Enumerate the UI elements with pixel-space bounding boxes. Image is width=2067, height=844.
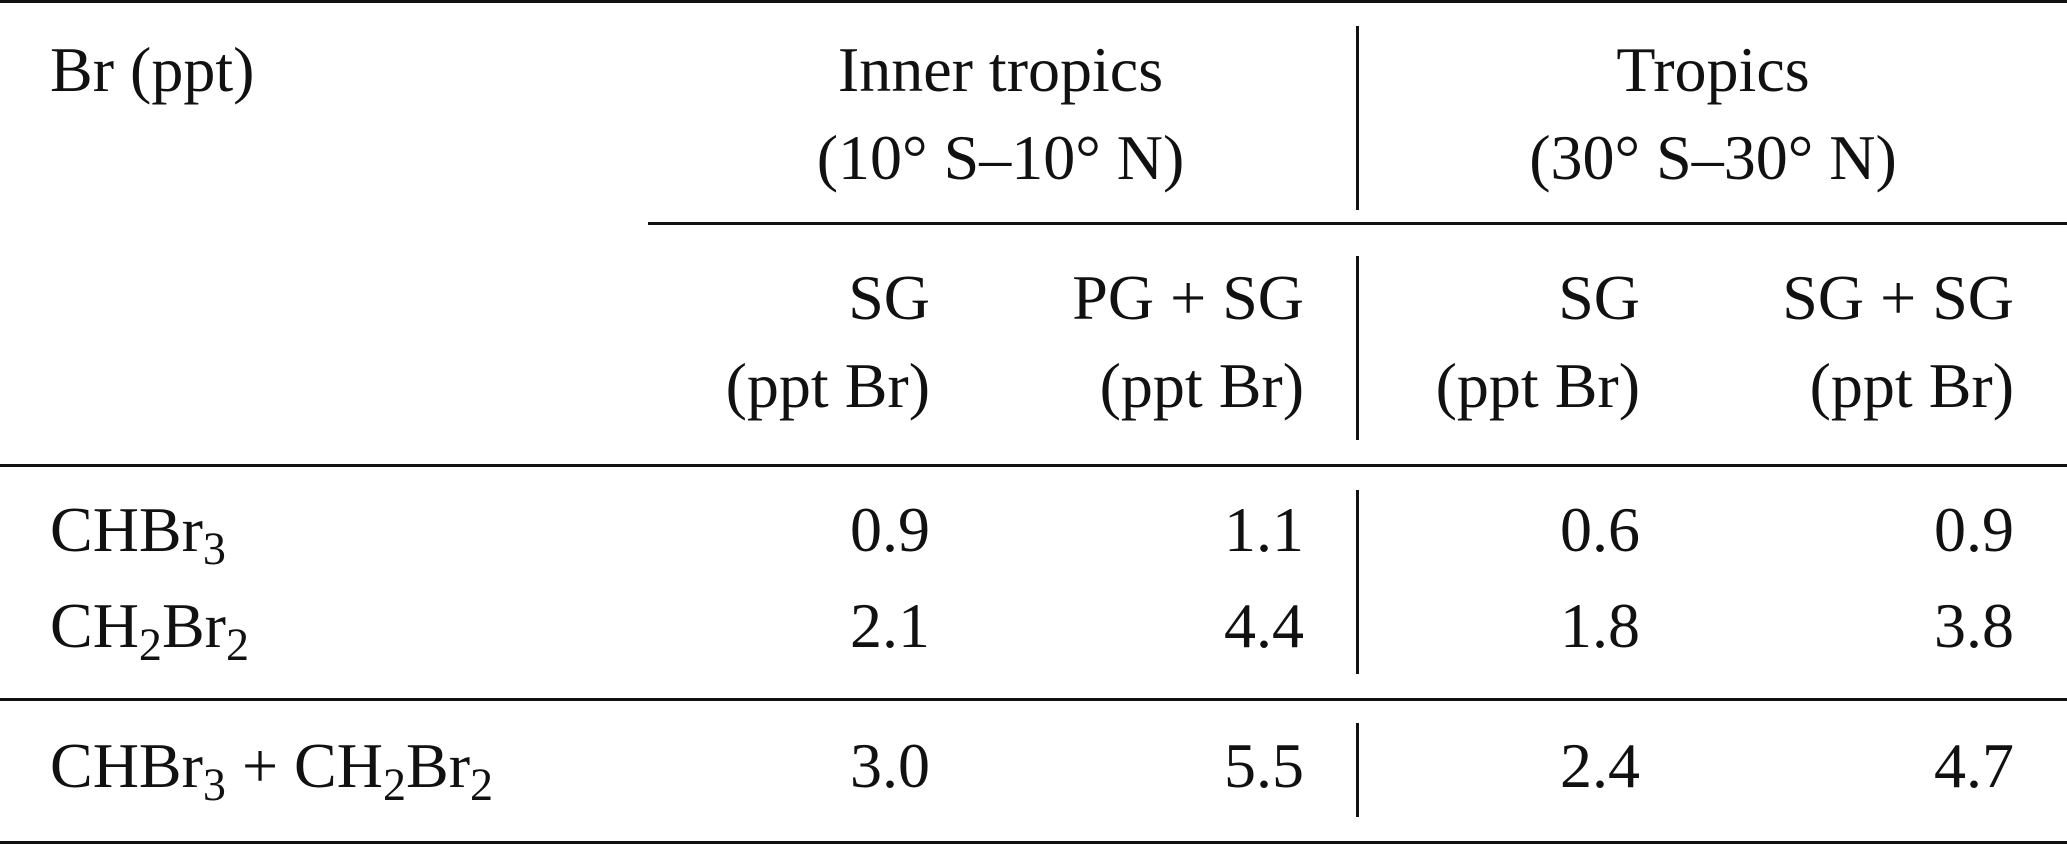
group-divider-subheader bbox=[1356, 256, 1359, 440]
cell-ch2br2-tropics-sg-sg: 3.8 bbox=[1934, 590, 2014, 661]
cell-chbr3-tropics-sg: 0.6 bbox=[1560, 494, 1640, 565]
bottom-rule bbox=[0, 841, 2067, 844]
group-range-inner-tropics: (10° S–10° N) bbox=[816, 122, 1185, 193]
cell-ch2br2-tropics-sg: 1.8 bbox=[1560, 590, 1640, 661]
group-divider-total bbox=[1356, 723, 1359, 817]
col-header-tropics-sg: SG bbox=[1558, 262, 1640, 333]
group-underline bbox=[648, 222, 2067, 225]
cell-chbr3-inner-pg-sg: 1.1 bbox=[1224, 494, 1304, 565]
row-label-ch2br2: CH2Br2 bbox=[50, 590, 249, 670]
col-unit-tropics-sg-sg: (ppt Br) bbox=[1809, 350, 2014, 421]
col-header-tropics-sg-sg: SG + SG bbox=[1782, 262, 2014, 333]
stub-header: Br (ppt) bbox=[50, 34, 255, 105]
col-unit-inner-pg-sg: (ppt Br) bbox=[1099, 350, 1304, 421]
cell-ch2br2-inner-sg: 2.1 bbox=[850, 590, 930, 661]
col-header-inner-sg: SG bbox=[848, 262, 930, 333]
col-unit-tropics-sg: (ppt Br) bbox=[1435, 350, 1640, 421]
group-range-tropics: (30° S–30° N) bbox=[1529, 122, 1897, 193]
cell-total-tropics-sg-sg: 4.7 bbox=[1934, 730, 2014, 801]
cell-total-inner-sg: 3.0 bbox=[850, 730, 930, 801]
cell-ch2br2-inner-pg-sg: 4.4 bbox=[1224, 590, 1304, 661]
header-bottom-rule bbox=[0, 464, 2067, 467]
group-title-inner-tropics: Inner tropics bbox=[837, 34, 1164, 105]
col-unit-inner-sg: (ppt Br) bbox=[725, 350, 930, 421]
row-label-chbr3: CHBr3 bbox=[50, 494, 226, 574]
col-header-inner-pg-sg: PG + SG bbox=[1072, 262, 1304, 333]
cell-chbr3-inner-sg: 0.9 bbox=[850, 494, 930, 565]
group-divider-header bbox=[1356, 26, 1359, 210]
row-label-total: CHBr3 + CH2Br2 bbox=[50, 730, 494, 810]
cell-total-inner-pg-sg: 5.5 bbox=[1224, 730, 1304, 801]
group-title-tropics: Tropics bbox=[1616, 34, 1810, 105]
cell-total-tropics-sg: 2.4 bbox=[1560, 730, 1640, 801]
top-rule bbox=[0, 0, 2067, 3]
total-separator-rule bbox=[0, 698, 2067, 701]
group-divider-body bbox=[1356, 490, 1359, 674]
cell-chbr3-tropics-sg-sg: 0.9 bbox=[1934, 494, 2014, 565]
